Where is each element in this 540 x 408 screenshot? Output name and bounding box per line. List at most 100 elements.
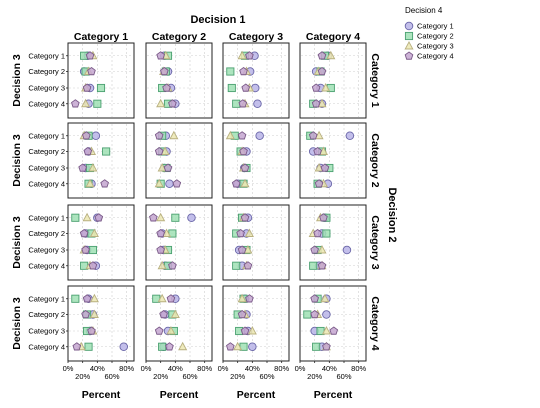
x-tick-label: 60% — [259, 372, 274, 381]
column-label: Category 1 — [74, 31, 128, 43]
data-point — [237, 50, 247, 60]
data-point — [89, 293, 99, 303]
panel-frame — [145, 42, 213, 119]
x-axis-label: Percent — [160, 389, 199, 401]
data-point — [165, 179, 174, 188]
y-tick-label: Category 1 — [28, 213, 65, 222]
legend-entry: Category 4 — [417, 52, 454, 61]
data-point — [171, 213, 180, 222]
x-tick-label: 20% — [230, 372, 245, 381]
data-point — [240, 178, 250, 188]
data-point — [82, 83, 92, 92]
data-point — [311, 83, 321, 92]
data-point — [82, 131, 91, 140]
x-tick-label: 0% — [63, 364, 74, 373]
data-point — [157, 260, 167, 270]
x-tick-label: 20% — [153, 372, 168, 381]
data-point — [156, 212, 166, 222]
y-tick-label: Category 2 — [28, 229, 65, 238]
data-point — [247, 326, 257, 335]
data-point — [87, 66, 96, 76]
data-point — [314, 179, 324, 188]
data-point — [312, 342, 321, 351]
y-axis-label: Decision 3 — [11, 297, 23, 350]
data-point — [156, 228, 165, 238]
data-point — [310, 245, 319, 254]
x-tick-label: 0% — [218, 364, 229, 373]
column-label: Category 2 — [152, 31, 206, 43]
data-point — [87, 326, 96, 335]
x-tick-label: 20% — [307, 372, 322, 381]
y-tick-label: Category 4 — [28, 179, 65, 188]
row-header: Decision 2 — [386, 187, 398, 242]
data-point — [310, 294, 319, 303]
data-point — [96, 83, 106, 93]
data-point — [81, 245, 90, 254]
data-point — [309, 261, 318, 270]
data-point — [88, 261, 98, 270]
y-tick-label: Category 3 — [28, 246, 65, 255]
y-tick-label: Category 2 — [28, 310, 65, 319]
x-tick-label: 80% — [351, 364, 366, 373]
data-point — [163, 163, 173, 172]
x-tick-label: 80% — [119, 364, 134, 373]
data-point — [329, 326, 339, 335]
data-point — [237, 293, 247, 303]
data-point — [241, 83, 251, 92]
column-label: Category 4 — [306, 31, 360, 43]
x-tick-label: 40% — [90, 364, 105, 373]
data-point — [245, 51, 254, 60]
data-point — [227, 83, 236, 93]
data-point — [100, 179, 109, 188]
row-label: Category 1 — [369, 53, 381, 107]
data-point — [162, 83, 171, 92]
data-point — [93, 99, 102, 108]
data-point — [245, 294, 254, 303]
data-point — [157, 293, 167, 303]
data-point — [225, 130, 235, 140]
data-point — [240, 326, 250, 335]
data-point — [317, 245, 327, 254]
data-point — [83, 146, 93, 156]
data-point — [239, 146, 248, 156]
row-label: Category 3 — [369, 215, 381, 269]
data-point — [85, 178, 95, 188]
data-point — [156, 98, 166, 108]
data-point — [244, 228, 254, 237]
data-point — [154, 326, 164, 335]
y-tick-label: Category 3 — [28, 164, 65, 173]
y-tick-label: Category 1 — [28, 294, 65, 303]
data-point — [308, 131, 318, 140]
y-tick-label: Category 2 — [28, 147, 65, 156]
x-axis-label: Percent — [237, 389, 276, 401]
data-point — [119, 342, 128, 352]
data-point — [319, 213, 328, 222]
data-point — [168, 99, 177, 108]
data-point — [78, 163, 87, 172]
data-point — [345, 131, 355, 140]
data-point — [71, 294, 80, 303]
data-point — [237, 131, 247, 140]
col-header: Decision 1 — [190, 14, 245, 26]
data-point — [154, 178, 164, 188]
data-point — [82, 212, 92, 222]
data-point — [237, 309, 247, 319]
x-tick-label: 40% — [168, 364, 183, 373]
panel-frame — [299, 285, 367, 362]
data-point — [187, 213, 196, 222]
x-tick-label: 40% — [322, 364, 337, 373]
data-point — [149, 213, 158, 222]
x-tick-label: 20% — [75, 372, 90, 381]
legend-marker — [404, 41, 414, 50]
data-point — [154, 131, 164, 140]
y-tick-label: Category 1 — [28, 131, 65, 140]
legend-marker — [404, 51, 414, 60]
data-point — [239, 66, 248, 76]
data-point — [168, 261, 177, 270]
data-point — [226, 67, 235, 76]
data-point — [313, 228, 322, 238]
data-point — [310, 309, 319, 319]
legend-marker — [404, 31, 414, 41]
data-point — [82, 294, 92, 303]
y-tick-label: Category 2 — [28, 67, 65, 76]
